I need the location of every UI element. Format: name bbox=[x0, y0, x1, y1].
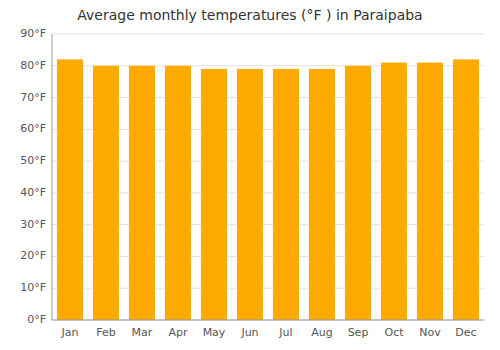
chart-svg: 0°F 10°F 20°F 30°F 40°F 50°F 60°F 70°F 80°F 90°F J… bbox=[0, 0, 500, 350]
y-tick-label: 50°F bbox=[20, 154, 46, 167]
bar bbox=[309, 69, 335, 320]
bar bbox=[57, 59, 83, 320]
x-tick-label: Jun bbox=[240, 326, 258, 339]
grid-line bbox=[52, 34, 484, 35]
x-axis: Jan Feb Mar Apr May Jun Jul Aug Sep Oct Nov Dec bbox=[61, 326, 477, 339]
y-grid bbox=[52, 34, 484, 320]
bar bbox=[237, 69, 263, 320]
x-tick-label: Sep bbox=[348, 326, 369, 339]
bar bbox=[201, 69, 227, 320]
bar bbox=[129, 66, 155, 320]
y-tick-label: 40°F bbox=[20, 186, 46, 199]
bar bbox=[345, 66, 371, 320]
x-tick-label: Nov bbox=[419, 326, 441, 339]
chart-container: 0°F 10°F 20°F 30°F 40°F 50°F 60°F 70°F 80°F 90°F J… bbox=[0, 0, 500, 350]
bar bbox=[453, 59, 479, 320]
bar bbox=[273, 69, 299, 320]
y-tick-label: 90°F bbox=[20, 27, 46, 40]
bar bbox=[165, 66, 191, 320]
x-tick-label: May bbox=[203, 326, 226, 339]
x-tick-label: Mar bbox=[132, 326, 153, 339]
x-tick-label: Aug bbox=[311, 326, 332, 339]
y-tick-label: 20°F bbox=[20, 249, 46, 262]
y-tick-label: 10°F bbox=[20, 281, 46, 294]
x-tick-label: Feb bbox=[96, 326, 115, 339]
y-axis: 0°F 10°F 20°F 30°F 40°F 50°F 60°F 70°F 80°F 90°F bbox=[20, 27, 46, 326]
bar bbox=[93, 66, 119, 320]
y-tick-label: 60°F bbox=[20, 122, 46, 135]
x-tick-label: Oct bbox=[384, 326, 404, 339]
chart-title: Average monthly temperatures (°F ) in Pa… bbox=[77, 7, 422, 23]
x-axis-line bbox=[52, 320, 484, 321]
y-axis-line bbox=[52, 34, 53, 320]
x-tick-label: Dec bbox=[455, 326, 476, 339]
y-tick-label: 30°F bbox=[20, 218, 46, 231]
y-tick-label: 0°F bbox=[27, 313, 46, 326]
bars bbox=[57, 59, 479, 320]
bar bbox=[417, 63, 443, 320]
y-tick-label: 70°F bbox=[20, 91, 46, 104]
bar bbox=[381, 63, 407, 320]
x-tick-label: Jul bbox=[278, 326, 292, 339]
grid-line bbox=[52, 320, 484, 321]
x-tick-label: Jan bbox=[61, 326, 79, 339]
y-tick-label: 80°F bbox=[20, 59, 46, 72]
x-tick-label: Apr bbox=[168, 326, 188, 339]
